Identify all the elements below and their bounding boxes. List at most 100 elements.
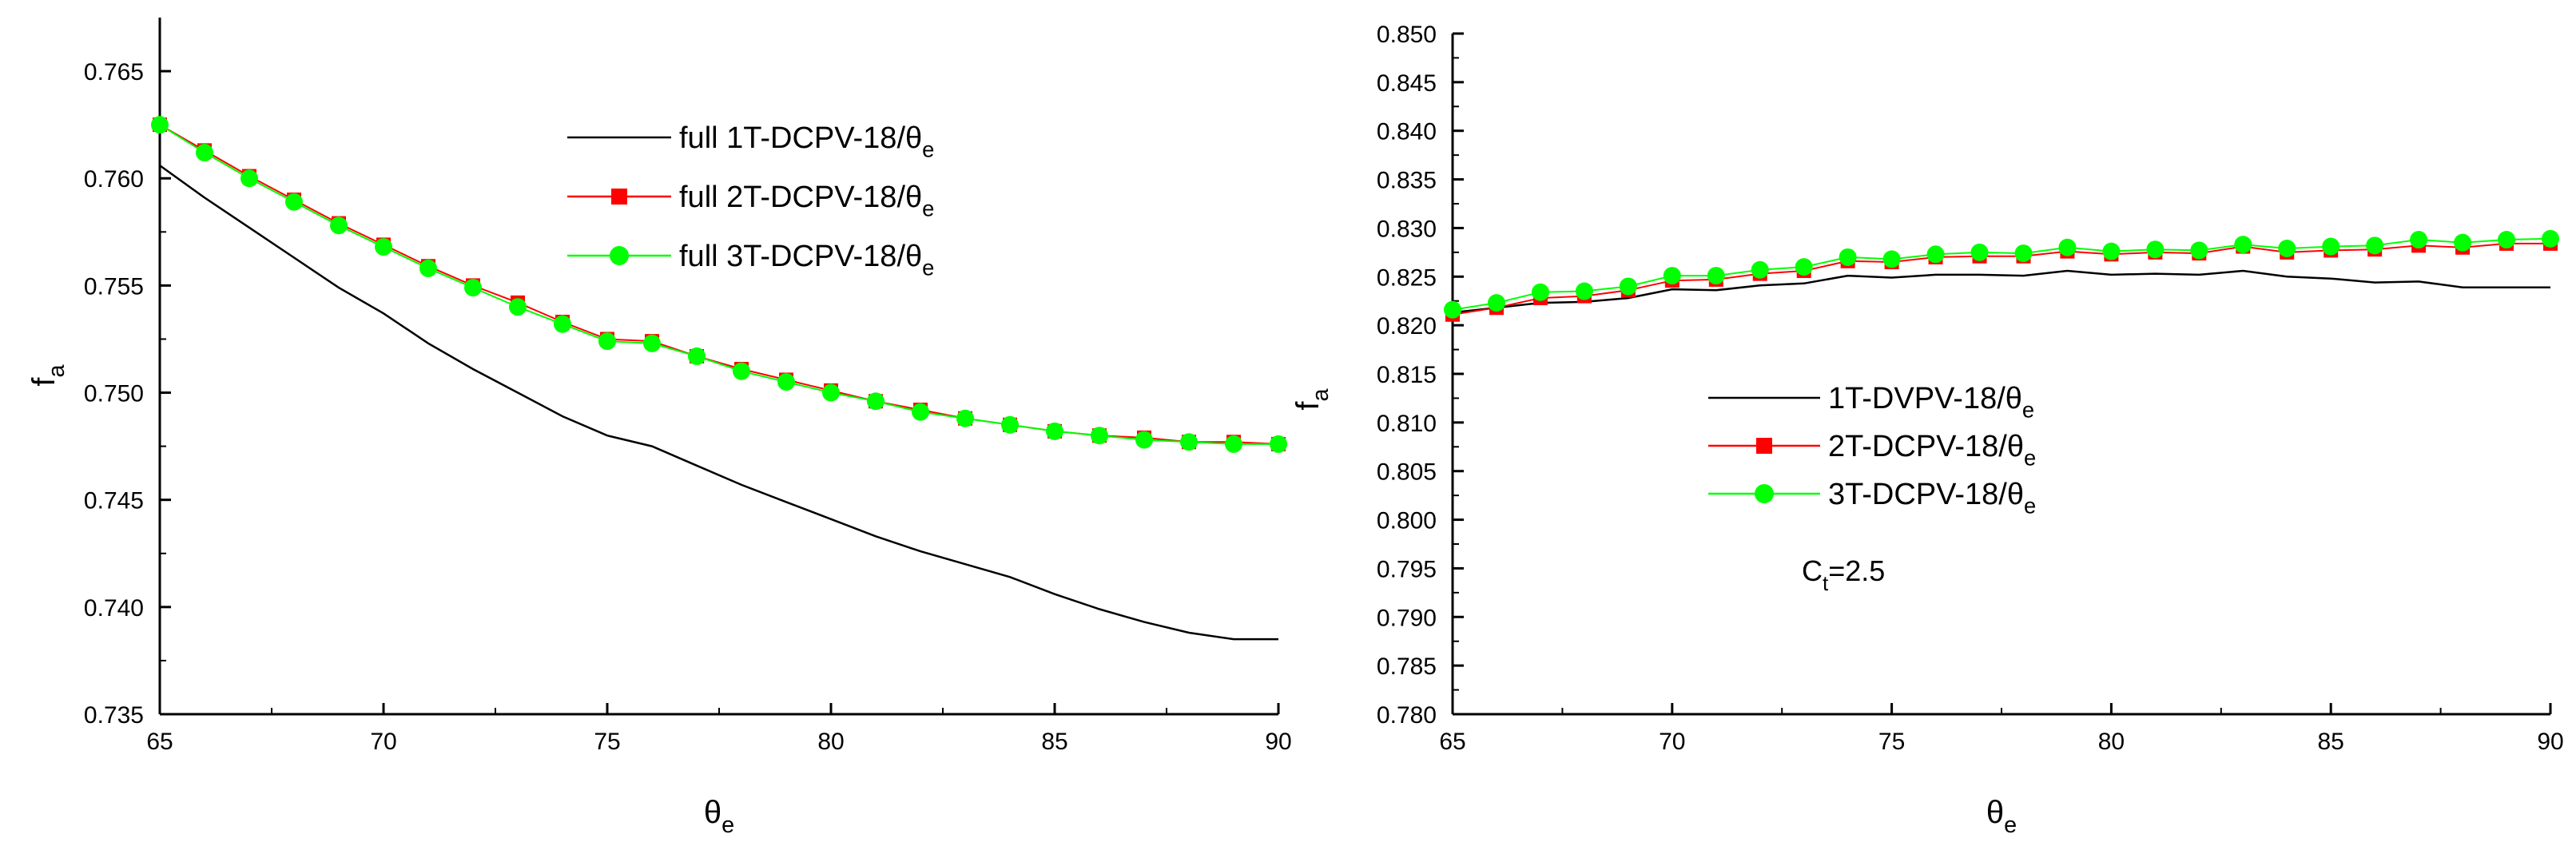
data-point [643, 334, 661, 352]
x-axis-label-sub: e [2004, 812, 2017, 838]
data-point [1839, 248, 1857, 266]
data-point [1180, 433, 1198, 451]
legend-label-main: 3T-DCPV-18/θ [1828, 478, 2024, 511]
series-2 [153, 117, 1286, 451]
data-point [2058, 238, 2077, 256]
series-line [159, 124, 1278, 445]
data-point [375, 238, 392, 256]
data-point [1882, 250, 1901, 268]
legend-label-main: 2T-DCPV-18/θ [1828, 430, 2024, 463]
data-point [2366, 236, 2384, 255]
series-line [159, 124, 1279, 445]
legend-label: 2T-DCPV-18/θe [1828, 430, 2036, 470]
data-point [822, 383, 840, 402]
y-tick-label: 0.800 [1377, 508, 1437, 534]
x-tick-label: 65 [1439, 729, 1465, 755]
y-tick-label: 0.740 [84, 595, 144, 622]
series-line [1452, 242, 2550, 316]
data-point [1487, 294, 1505, 312]
y-tick-label: 0.850 [1377, 22, 1437, 48]
y-tick-label: 0.815 [1377, 362, 1437, 388]
data-point [598, 332, 616, 351]
x-tick-label: 75 [594, 729, 620, 755]
y-axis-label: fa [1290, 387, 1334, 410]
data-point [1001, 415, 1019, 434]
y-tick-label: 0.840 [1377, 119, 1437, 145]
x-axis-label-sub: e [722, 812, 734, 838]
legend-label: 1T-DVPV-18/θe [1828, 382, 2034, 422]
data-point [733, 362, 750, 380]
data-point [1707, 267, 1725, 285]
data-point [2454, 233, 2472, 252]
data-point [688, 347, 706, 365]
data-point [777, 373, 795, 391]
data-point [1270, 435, 1287, 453]
y-tick-label: 0.785 [1377, 653, 1437, 680]
legend-label-sub: e [922, 255, 934, 280]
legend-label: full 2T-DCPV-18/θe [679, 181, 934, 220]
y-tick-label: 0.825 [1377, 264, 1437, 291]
data-point [1619, 277, 1637, 296]
data-point [2322, 237, 2340, 256]
data-point [1663, 267, 1681, 285]
data-point [464, 279, 482, 297]
legend-label-main: full 2T-DCPV-18/θ [679, 181, 922, 214]
y-tick-label: 0.760 [84, 166, 144, 193]
data-point [1970, 243, 1989, 261]
annotation: Ct=2.5 [1802, 554, 1885, 595]
y-tick-label: 0.845 [1377, 70, 1437, 97]
annotation-main: C [1802, 554, 1823, 587]
data-point [2014, 244, 2033, 263]
data-point [956, 409, 974, 427]
x-tick-label: 90 [1265, 729, 1291, 755]
y-axis-label-sub: a [44, 363, 70, 377]
y-tick-label: 0.765 [84, 59, 144, 85]
x-tick-label: 70 [370, 729, 396, 755]
data-point [1091, 427, 1108, 445]
legend-marker [610, 246, 629, 265]
legend-label-main: 1T-DVPV-18/θ [1828, 382, 2022, 415]
data-point [867, 392, 885, 411]
data-point [330, 216, 348, 235]
y-tick-label: 0.745 [84, 488, 144, 514]
data-point [241, 169, 258, 188]
x-axis-label-main: θ [1986, 795, 2004, 830]
annotation-sub: t [1823, 571, 1829, 595]
x-axis-label: θe [704, 795, 734, 838]
data-point [2190, 241, 2208, 260]
x-tick-label: 80 [2098, 729, 2125, 755]
data-point [2102, 242, 2121, 260]
series-1 [1452, 269, 2550, 314]
legend-label-sub: e [922, 196, 934, 220]
series-line [1452, 269, 2550, 314]
x-tick-label: 75 [1878, 729, 1905, 755]
legend-label: 3T-DCPV-18/θe [1828, 478, 2036, 518]
y-tick-label: 0.835 [1377, 168, 1437, 194]
chart-right: 65 70 75 80 85 90 0.780 0.785 0.790 0.795 0.800 0.8… [1290, 22, 2564, 838]
y-tick-label: 0.750 [84, 381, 144, 407]
y-axis-label-sub: a [1308, 387, 1334, 401]
data-point [2542, 229, 2559, 248]
legend-marker [1755, 484, 1774, 503]
legend-label-sub: e [2024, 493, 2036, 518]
legend-label-sub: e [922, 137, 934, 161]
legend-label: full 3T-DCPV-18/θe [679, 240, 934, 280]
y-tick-label: 0.735 [84, 702, 144, 729]
legend-marker [1756, 438, 1772, 454]
y-axis-label: fa [26, 363, 70, 386]
legend-label-main: full 3T-DCPV-18/θ [679, 240, 922, 273]
legend-label: full 1T-DCPV-18/θe [679, 121, 934, 161]
data-point [1225, 435, 1242, 453]
x-tick-label: 65 [146, 729, 173, 755]
data-point [419, 259, 437, 277]
legend-marker [611, 189, 627, 205]
data-point [1531, 283, 1549, 301]
x-tick-label: 80 [817, 729, 844, 755]
series-2 [1445, 236, 2558, 322]
data-point [1444, 300, 1461, 319]
data-point [2410, 231, 2428, 249]
x-tick-label: 85 [2318, 729, 2344, 755]
y-tick-label: 0.820 [1377, 313, 1437, 340]
